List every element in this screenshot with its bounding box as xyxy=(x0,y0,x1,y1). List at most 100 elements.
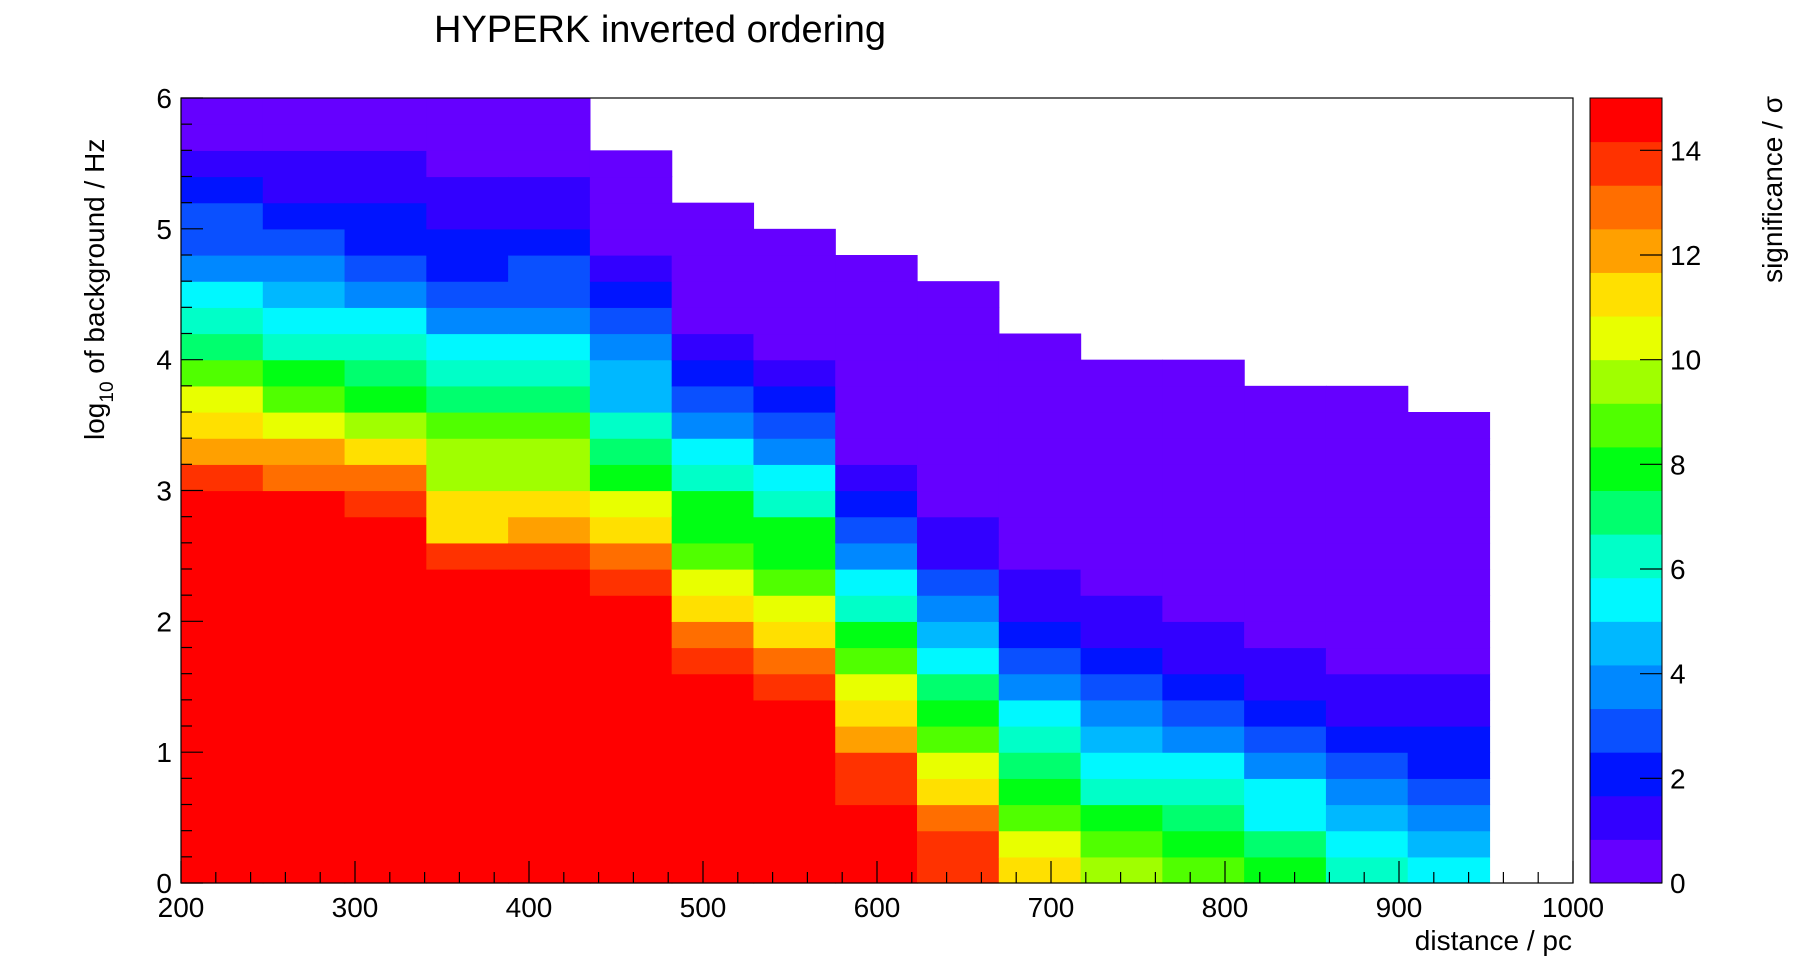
heatmap-cell xyxy=(181,647,264,675)
heatmap-cell xyxy=(426,359,509,387)
heatmap-cell xyxy=(1080,778,1163,806)
heatmap-cell xyxy=(426,490,509,518)
color-scale-band xyxy=(1590,359,1662,404)
heatmap-cell xyxy=(753,673,836,701)
heatmap-cell xyxy=(1325,490,1409,518)
heatmap-cell xyxy=(589,307,673,335)
heatmap-cell xyxy=(917,569,1000,596)
heatmap-cell xyxy=(1325,856,1409,884)
heatmap-cell xyxy=(1244,830,1327,858)
heatmap-cell xyxy=(998,830,1082,858)
heatmap-cell xyxy=(917,830,1000,858)
heatmap-cell xyxy=(1244,412,1327,439)
heatmap-cell xyxy=(181,228,264,256)
heatmap-cell xyxy=(1162,385,1245,413)
heatmap-cell xyxy=(1407,726,1491,753)
heatmap-cell xyxy=(917,621,1000,649)
heatmap-cell xyxy=(1407,490,1491,518)
heatmap-cell xyxy=(835,542,918,570)
heatmap-cell xyxy=(1162,778,1245,806)
heatmap-cell xyxy=(262,228,346,256)
y-tick-label: 3 xyxy=(156,476,172,507)
heatmap-cell xyxy=(508,647,591,675)
heatmap-cell xyxy=(835,359,918,387)
z-tick-label: 12 xyxy=(1670,240,1701,271)
heatmap-cell xyxy=(589,516,673,544)
heatmap-cell xyxy=(344,255,427,282)
heatmap-cell xyxy=(1080,516,1163,544)
y-axis-label-text: of background / Hz xyxy=(79,139,110,382)
heatmap-cell xyxy=(1325,569,1409,596)
heatmap-cell xyxy=(1244,621,1327,649)
heatmap-cell xyxy=(1244,699,1327,727)
heatmap-cell xyxy=(1407,856,1491,884)
heatmap-cell xyxy=(589,621,673,649)
z-tick-label: 10 xyxy=(1670,345,1701,376)
y-tick-label: 6 xyxy=(156,83,172,114)
heatmap-cell xyxy=(917,542,1000,570)
heatmap-cell xyxy=(589,856,673,884)
heatmap-cell xyxy=(344,595,427,622)
heatmap-cell xyxy=(753,516,836,544)
heatmap-cell xyxy=(835,255,918,282)
heatmap-cell xyxy=(344,359,427,387)
heatmap-cell xyxy=(917,412,1000,439)
x-tick-label: 400 xyxy=(506,892,553,923)
heatmap-cell xyxy=(671,830,755,858)
heatmap-cell xyxy=(426,673,509,701)
heatmap-cell xyxy=(998,569,1082,596)
heatmap-cell xyxy=(671,385,755,413)
heatmap-cell xyxy=(671,621,755,649)
heatmap-cell xyxy=(671,726,755,753)
y-tick-label: 0 xyxy=(156,868,172,899)
heatmap-cell xyxy=(426,778,509,806)
heatmap-cell xyxy=(835,412,918,439)
heatmap-cell xyxy=(344,673,427,701)
heatmap-cell xyxy=(344,202,427,230)
heatmap-cell xyxy=(1407,569,1491,596)
heatmap-cell xyxy=(344,778,427,806)
heatmap-cell xyxy=(344,569,427,596)
heatmap-cell xyxy=(181,542,264,570)
heatmap-cell xyxy=(426,516,509,544)
y-tick-label: 5 xyxy=(156,214,172,245)
heatmap-cell xyxy=(262,464,346,492)
heatmap-cell xyxy=(1244,778,1327,806)
heatmap-cell xyxy=(753,438,836,465)
heatmap-cell xyxy=(262,255,346,282)
heatmap-cell xyxy=(753,307,836,335)
heatmap-cell xyxy=(671,569,755,596)
heatmap-cell xyxy=(508,150,591,178)
heatmap-cell xyxy=(262,647,346,675)
heatmap-cell xyxy=(181,804,264,832)
heatmap-cell xyxy=(998,464,1082,492)
heatmap-cell xyxy=(1407,516,1491,544)
heatmap-cell xyxy=(835,464,918,492)
heatmap-cell xyxy=(917,307,1000,335)
y-axis-label-subscript: 10 xyxy=(97,381,118,402)
heatmap-cell xyxy=(1407,438,1491,465)
heatmap-cell xyxy=(1080,569,1163,596)
heatmap-cell xyxy=(917,359,1000,387)
heatmap-cell xyxy=(1325,516,1409,544)
heatmap-cell xyxy=(1244,438,1327,465)
heatmap-cell xyxy=(1244,595,1327,622)
heatmap-cell xyxy=(426,830,509,858)
y-axis-label-log: log xyxy=(79,403,110,440)
heatmap-cell xyxy=(262,516,346,544)
heatmap-cell xyxy=(998,516,1082,544)
heatmap-cell xyxy=(426,176,509,204)
heatmap-cell xyxy=(589,255,673,282)
heatmap-cell xyxy=(181,333,264,361)
heatmap-cell xyxy=(1407,778,1491,806)
heatmap-cell xyxy=(1325,830,1409,858)
heatmap-cell xyxy=(508,726,591,753)
heatmap-cell xyxy=(998,778,1082,806)
heatmap-cell xyxy=(917,490,1000,518)
heatmap-cell xyxy=(508,281,591,308)
x-tick-label: 900 xyxy=(1376,892,1423,923)
heatmap-cell xyxy=(998,542,1082,570)
heatmap-cell xyxy=(181,699,264,727)
heatmap-cell xyxy=(262,778,346,806)
